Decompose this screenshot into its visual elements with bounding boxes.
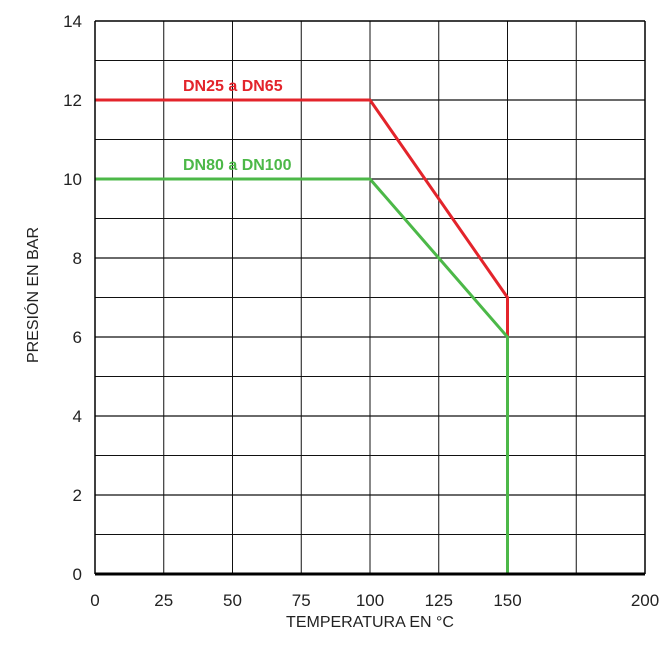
series-line-2 <box>95 177 509 574</box>
y-tick-label: 14 <box>63 12 82 31</box>
x-tick-label: 75 <box>292 591 311 610</box>
grid <box>95 21 645 574</box>
y-tick-label: 4 <box>73 407 82 426</box>
y-tick-label: 10 <box>63 170 82 189</box>
x-tick-label: 125 <box>425 591 453 610</box>
tick-labels: 0 25 50 75 100 125 150 200 0 2 4 6 8 10 12 14 <box>63 12 659 610</box>
series-line-1 <box>95 98 509 337</box>
x-tick-label: 0 <box>90 591 99 610</box>
y-tick-label: 12 <box>63 91 82 110</box>
series-lines <box>95 98 509 574</box>
x-tick-label: 25 <box>154 591 173 610</box>
series-label-1: DN25 a DN65 <box>183 78 283 95</box>
y-tick-label: 2 <box>73 486 82 505</box>
x-tick-label: 200 <box>631 591 659 610</box>
series-label-2: DN80 a DN100 <box>183 157 292 174</box>
y-tick-label: 0 <box>73 565 82 584</box>
y-axis-label: PRESIÓN EN BAR <box>23 227 42 363</box>
plot-frame <box>94 20 646 576</box>
x-tick-label: 150 <box>493 591 521 610</box>
x-tick-label: 100 <box>356 591 384 610</box>
y-tick-label: 6 <box>73 328 82 347</box>
series-labels: DN25 a DN65 DN80 a DN100 <box>183 78 292 174</box>
y-tick-label: 8 <box>73 249 82 268</box>
x-tick-label: 50 <box>223 591 242 610</box>
x-axis-label: TEMPERATURA EN °C <box>286 614 454 631</box>
